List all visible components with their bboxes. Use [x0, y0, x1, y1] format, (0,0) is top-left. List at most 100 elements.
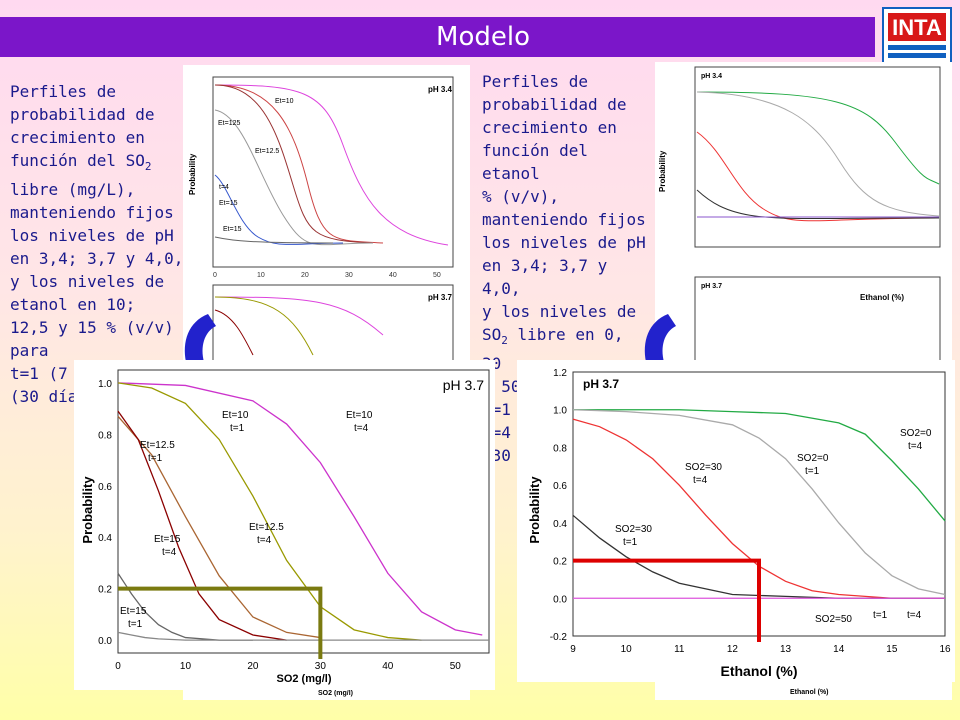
curve-label: SO2=30	[615, 524, 652, 535]
y-tick-label: 0.4	[553, 519, 567, 530]
svg-text:Et=125: Et=125	[218, 120, 240, 127]
so2-chart-ylabel: Probability	[80, 476, 95, 544]
series-line-1	[117, 382, 422, 641]
curve-label-time: t=4	[693, 475, 708, 486]
ethanol-probability-chart: pH 3.7 Probability Ethanol (%) 9 10 11 12 13…	[527, 368, 951, 679]
eth-small-ylabel: Probability	[658, 150, 667, 192]
threshold-marker	[118, 586, 323, 659]
y-tick-label: 1.2	[553, 368, 567, 379]
so2-chart-panel: pH 3.7 Probability SO2 (mg/l) 0 10 20 30 40 5…	[74, 360, 495, 690]
so2-small-ph2: pH 3.7	[428, 293, 453, 302]
series-line-0	[573, 409, 946, 522]
page-title: Modelo	[436, 22, 530, 52]
svg-text:Et=15: Et=15	[219, 200, 238, 207]
svg-text:10: 10	[257, 272, 265, 279]
title-bar: Modelo	[0, 17, 875, 57]
x-tick-label: 40	[382, 661, 394, 672]
svg-text:t=4: t=4	[219, 184, 229, 191]
svg-text:Et=10: Et=10	[275, 98, 294, 105]
x-tick-label: 30	[315, 661, 327, 672]
right-blue-arrow-icon	[644, 314, 676, 362]
x-tick-label: 10	[621, 644, 633, 655]
curve-label-time: t=1	[623, 537, 638, 548]
curve-label: t=4	[907, 610, 922, 621]
curve-label-time: t=4	[257, 535, 272, 546]
y-tick-label: 0.2	[98, 585, 112, 596]
series-line-0	[117, 382, 483, 636]
svg-text:20: 20	[301, 272, 309, 279]
x-tick-label: 9	[570, 644, 576, 655]
curve-label: Et=10	[222, 410, 249, 421]
curve-label-time: t=1	[230, 423, 245, 434]
curve-label-time: t=1	[805, 466, 820, 477]
so2-plot-area	[117, 369, 490, 654]
x-tick-label: 15	[886, 644, 898, 655]
so2-small-xlabel: SO2 (mg/l)	[318, 690, 353, 697]
y-tick-label: 0.0	[98, 636, 112, 647]
eth-small-xlabel2: Ethanol (%)	[790, 689, 829, 696]
curve-label: Et=15	[154, 534, 181, 545]
series-line-3	[117, 410, 287, 641]
so2-small-ph: pH 3.4	[428, 85, 453, 94]
x-tick-label: 0	[115, 661, 121, 672]
svg-text:Et=15: Et=15	[223, 226, 242, 233]
svg-text:40: 40	[389, 272, 397, 279]
ethanol-chart-ylabel: Probability	[527, 476, 542, 544]
eth-small-ph: pH 3.4	[701, 73, 722, 80]
y-tick-label: 1.0	[553, 406, 567, 417]
x-tick-label: 11	[674, 644, 685, 655]
y-tick-label: 0.6	[553, 481, 567, 492]
curve-label: t=1	[873, 610, 888, 621]
so2-probability-chart: pH 3.7 Probability SO2 (mg/l) 0 10 20 30 40 5…	[80, 369, 490, 685]
series-line-2	[572, 418, 945, 599]
y-tick-label: 0.8	[553, 443, 567, 454]
curve-label: Et=12.5	[140, 440, 175, 451]
curve-label-time: t=4	[354, 423, 369, 434]
ethanol-chart-xlabel: Ethanol (%)	[721, 663, 798, 679]
curve-label-time: t=1	[128, 619, 143, 630]
curve-label: SO2=50	[815, 614, 852, 625]
logo-text: INTA	[892, 15, 942, 40]
y-tick-label: 0.8	[98, 430, 112, 441]
svg-text:0: 0	[213, 272, 217, 279]
inta-logo: INTA	[882, 7, 952, 65]
svg-text:30: 30	[345, 272, 353, 279]
ethanol-chart-title: pH 3.7	[583, 377, 619, 391]
series-line-1	[572, 409, 946, 596]
so2-chart-xlabel: SO2 (mg/l)	[276, 673, 331, 685]
y-tick-label: -0.2	[550, 632, 568, 643]
series-line-5	[117, 631, 489, 641]
ethanol-chart-panel: pH 3.7 Probability Ethanol (%) 9 10 11 12 13…	[517, 360, 955, 682]
left-blue-arrow-icon	[184, 314, 216, 362]
curve-label: SO2=0	[797, 453, 829, 464]
curve-label: Et=10	[346, 410, 373, 421]
x-tick-label: 20	[247, 661, 259, 672]
threshold-marker	[573, 558, 761, 642]
curve-label: SO2=0	[900, 428, 932, 439]
curve-label-time: t=1	[148, 453, 163, 464]
x-tick-label: 50	[450, 661, 462, 672]
so2-description: Perfiles de probabilidad de crecimiento …	[10, 82, 184, 407]
curve-label: SO2=30	[685, 462, 722, 473]
y-tick-label: 0.6	[98, 482, 112, 493]
so2-chart-title: pH 3.7	[443, 377, 484, 393]
y-tick-label: 1.0	[98, 379, 112, 390]
svg-text:Et=12.5: Et=12.5	[255, 148, 279, 155]
curve-label-time: t=4	[162, 547, 177, 558]
series-line-3	[572, 514, 945, 599]
curve-label-time: t=4	[908, 441, 923, 452]
eth-small-ph2: pH 3.7	[701, 283, 722, 290]
curve-label: Et=15	[120, 606, 147, 617]
so2-small-ylabel: Probability	[188, 153, 197, 195]
x-tick-label: 16	[939, 644, 951, 655]
svg-text:50: 50	[433, 272, 441, 279]
x-tick-label: 14	[833, 644, 845, 655]
x-tick-label: 13	[780, 644, 792, 655]
series-line-2	[117, 415, 321, 639]
x-tick-label: 10	[180, 661, 192, 672]
y-tick-label: 0.0	[553, 594, 567, 605]
y-tick-label: 0.2	[553, 557, 567, 568]
x-tick-label: 12	[727, 644, 739, 655]
eth-small-xlabel: Ethanol (%)	[860, 293, 904, 302]
y-tick-label: 0.4	[98, 533, 112, 544]
